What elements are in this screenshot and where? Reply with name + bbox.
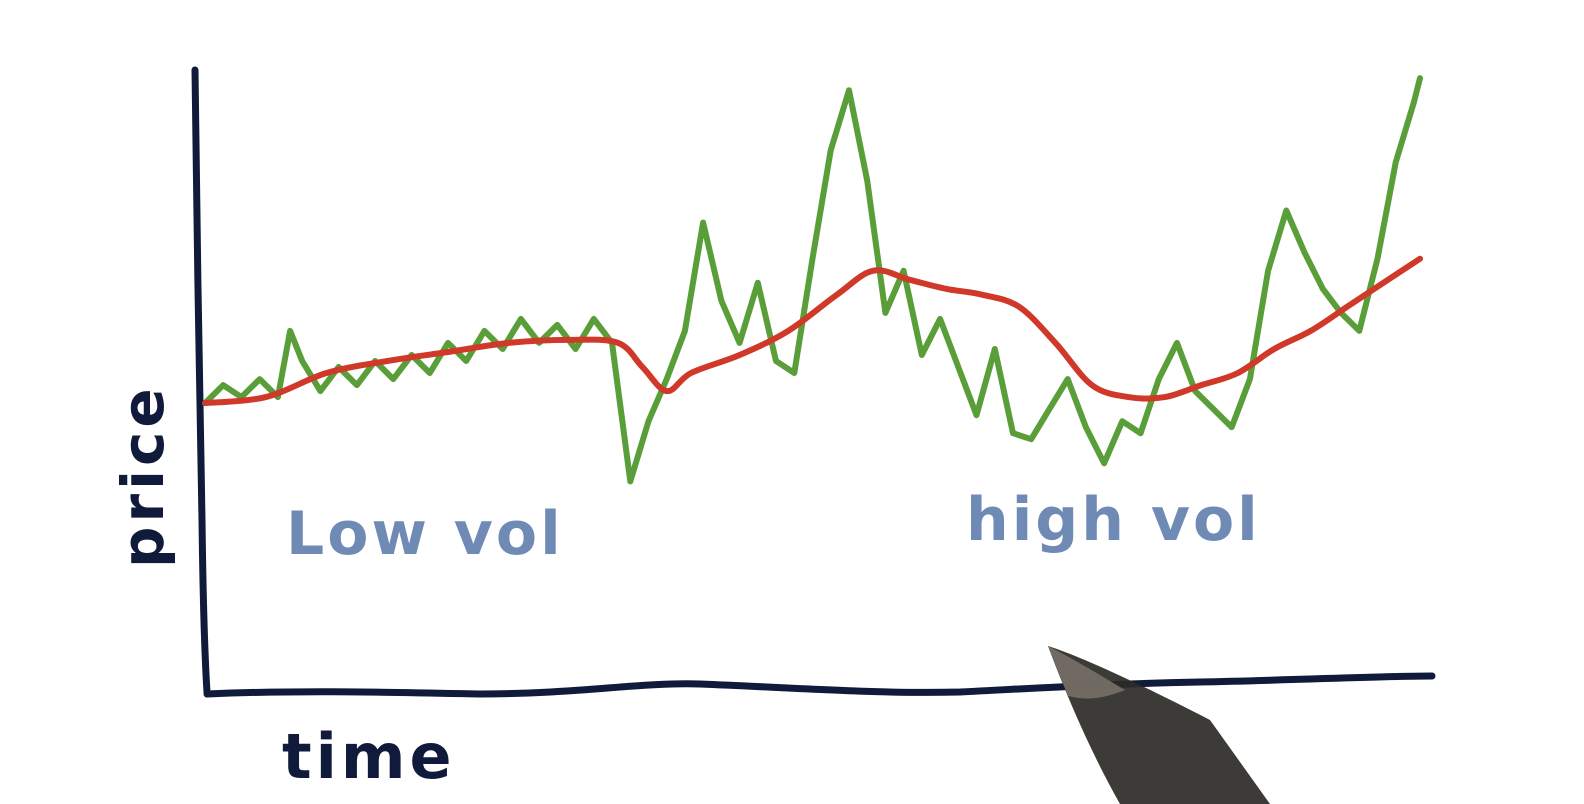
y-axis (191, 66, 211, 696)
annotation-low-vol: Low vol (286, 499, 564, 569)
series-line-trend (202, 255, 1423, 407)
stylus-pen (1048, 646, 1270, 804)
x-axis-label: time (282, 720, 456, 793)
series-line-price (202, 75, 1423, 485)
y-axis-label: price (109, 384, 177, 568)
x-axis (203, 672, 1436, 698)
series-layer (202, 75, 1423, 485)
annotation-high-vol: high vol (966, 485, 1261, 555)
